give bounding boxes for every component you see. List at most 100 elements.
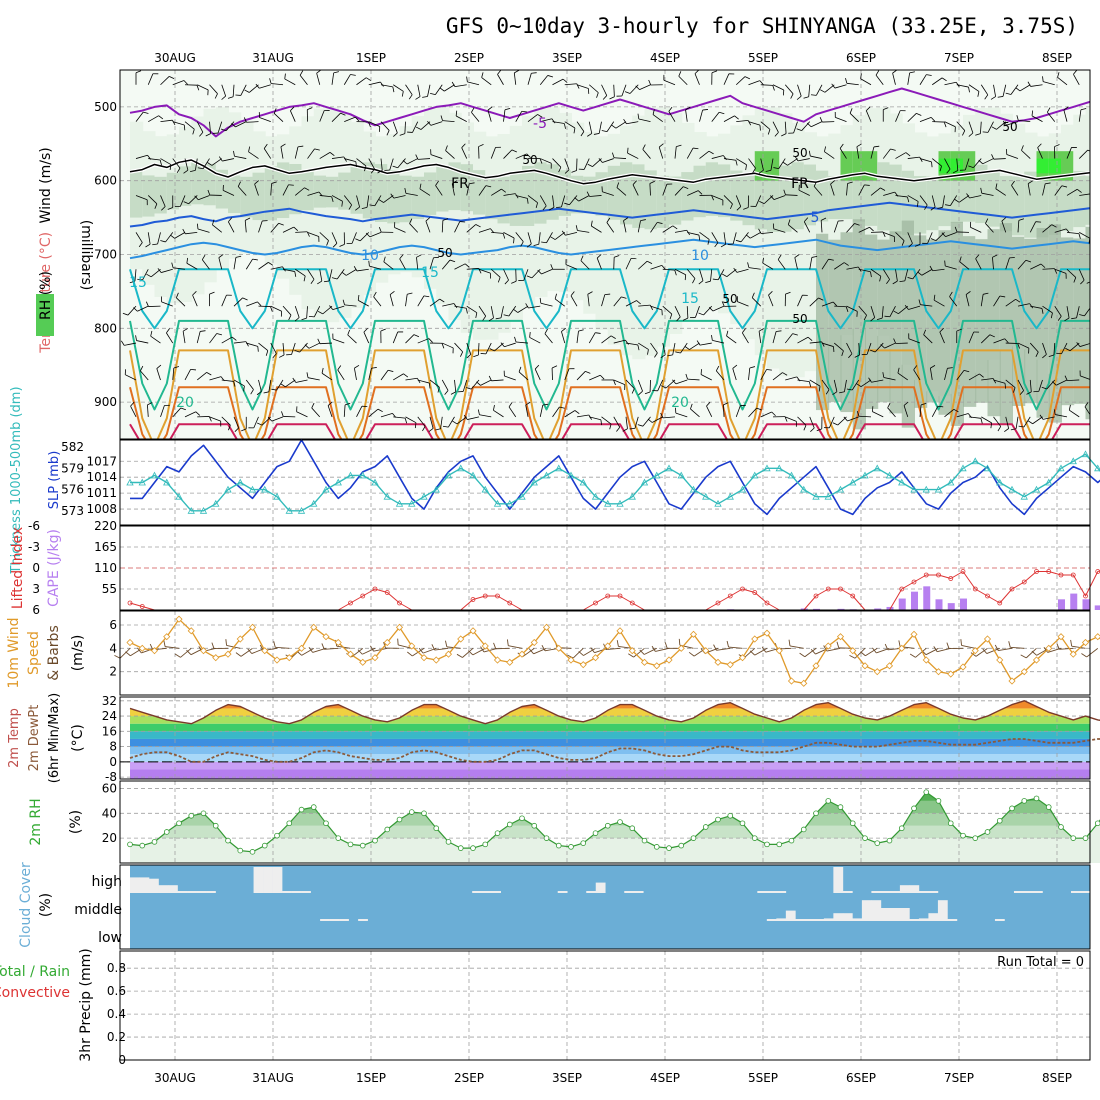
wind-barb <box>294 187 310 196</box>
lifted-index-marker <box>936 572 941 578</box>
rh2m-marker <box>715 816 721 823</box>
wind10m-speed-marker <box>751 635 759 643</box>
wind-barb <box>271 379 284 391</box>
wind-barb-staff <box>258 379 262 392</box>
wind-barb <box>751 292 762 307</box>
wind-barb-flag <box>183 201 189 205</box>
wind-barb-staff <box>944 408 955 418</box>
wind10m-barb-staff <box>744 647 756 659</box>
rh-cell-mid <box>791 162 805 230</box>
wind-barb-flag <box>930 206 936 211</box>
wind-barb <box>256 379 262 396</box>
wind-barb-flag <box>199 131 204 137</box>
wind-barb-flag <box>658 143 664 148</box>
wind-barb-staff <box>490 147 496 159</box>
wind10m-barb-staff <box>826 647 841 652</box>
wind-barb <box>849 108 860 122</box>
wind-barb <box>813 181 823 196</box>
wind-barb <box>944 81 960 87</box>
wind-barb-flag <box>690 403 693 410</box>
wind-barb-staff <box>393 84 404 92</box>
rh2m-marker <box>727 812 734 819</box>
wind-barb-flag <box>378 199 384 203</box>
wind-barb-staff <box>518 371 529 381</box>
wind-barb-staff <box>196 372 207 381</box>
wind-barb <box>895 232 905 246</box>
wind-barb-staff <box>405 334 415 344</box>
wind-barb <box>515 232 524 247</box>
wind-barb <box>832 379 838 396</box>
wind-barb-flag <box>879 276 882 282</box>
rh-cell-light <box>191 116 205 295</box>
lifted-index-marker <box>911 579 917 585</box>
wind-barb-flag <box>279 354 285 358</box>
wind-barb-flag <box>156 364 162 369</box>
rh-cell-gray <box>1036 228 1050 418</box>
bottom-date-8sep: 8SEP <box>1042 1071 1072 1085</box>
wind-barb-staff <box>613 84 615 97</box>
wind-barb <box>846 379 860 391</box>
wind-barb-flag <box>802 294 808 296</box>
wind-barb-flag <box>1068 404 1071 411</box>
wind-barb-flag <box>120 340 125 346</box>
temp2m-tick: 0 <box>109 755 117 769</box>
wind-barb-staff <box>613 379 625 386</box>
wind-barb <box>380 328 386 344</box>
wind-barb-staff <box>412 121 419 133</box>
wind-barb-flag <box>882 372 885 378</box>
wind-barb-staff <box>202 158 210 169</box>
wind-barb-staff <box>858 268 871 273</box>
wind-barb <box>441 259 456 270</box>
wind-barb-staff <box>895 269 898 282</box>
wind-barb-flag <box>616 182 620 188</box>
wind-barb <box>430 84 443 95</box>
rh2m-marker <box>580 840 587 846</box>
wind-barb-staff <box>945 231 957 238</box>
contour-label: 50 <box>792 146 807 160</box>
wind-barb-flag <box>347 329 351 336</box>
wind-barb-staff <box>690 408 700 418</box>
cloud-high-bar <box>1080 891 1091 893</box>
wind-barb <box>564 410 580 418</box>
wind-barb-staff <box>748 267 761 270</box>
wind10m-barb-flag <box>1070 639 1073 647</box>
wind-barb-flag <box>922 242 928 244</box>
wind-barb-staff <box>785 194 798 196</box>
wind-barb <box>527 72 537 85</box>
wind-barb <box>344 158 357 168</box>
temp-band <box>130 761 1090 770</box>
cape-tick: 165 <box>94 540 117 554</box>
wind10m-barb <box>397 638 412 649</box>
rh-cell-mid <box>926 176 940 231</box>
wind-barb-staff <box>931 195 936 208</box>
wind-barb-staff <box>368 408 379 418</box>
wind-barb <box>578 158 590 170</box>
wind-barb-staff <box>870 146 875 159</box>
wind-barb-flag <box>525 303 529 309</box>
wind-barb-staff <box>447 416 455 428</box>
rh2m-marker <box>421 810 427 817</box>
wind-barb-flag <box>529 332 531 338</box>
wind-barb-flag <box>263 391 269 394</box>
rh2m-bands <box>130 792 1090 839</box>
wind-barb-flag <box>678 71 682 77</box>
thickness-marker <box>579 478 587 486</box>
wind-barb-staff <box>515 195 528 199</box>
wind-barb-staff <box>870 187 881 196</box>
wind-barb <box>980 84 989 100</box>
wind-barb <box>461 143 468 159</box>
wind-barb <box>466 305 478 319</box>
wind-barb-flag <box>924 204 928 210</box>
wind-barb-flag <box>197 223 199 230</box>
wind10m-barb <box>467 647 486 656</box>
rh-cell-mid <box>767 171 781 232</box>
wind-barb-staff <box>797 295 803 307</box>
wind-barb <box>982 121 994 133</box>
wind-barb-staff <box>405 377 418 381</box>
wind-barb <box>457 379 468 393</box>
wind-barb-flag <box>574 410 580 415</box>
wind-barb-flag <box>453 303 458 309</box>
wind-barb-flag <box>727 243 734 245</box>
thickness-tick: 579 <box>61 461 84 475</box>
wind-barb-flag <box>904 304 909 310</box>
